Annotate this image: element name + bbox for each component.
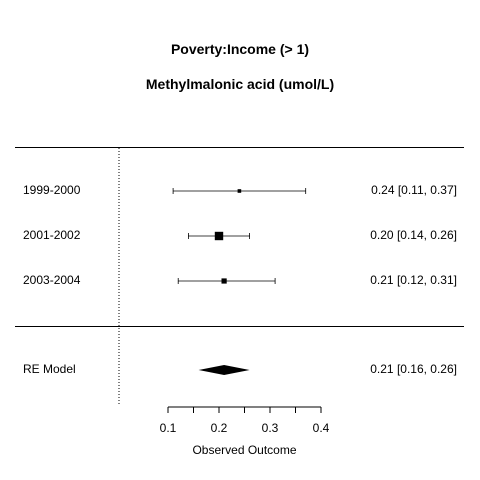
x-tick-label: 0.2 <box>211 421 228 435</box>
x-tick-label: 0.4 <box>313 421 330 435</box>
summary-label: RE Model <box>23 362 76 376</box>
study-label: 2003-2004 <box>23 273 81 287</box>
study-estimate-text: 0.21 [0.12, 0.31] <box>370 273 457 287</box>
study-label: 1999-2000 <box>23 183 81 197</box>
chart-title: Poverty:Income (> 1) <box>170 41 310 57</box>
point-estimate <box>214 231 224 241</box>
point-estimate <box>237 189 242 193</box>
chart-subtitle: Methylmalonic acid (umol/L) <box>145 76 335 92</box>
study-estimate-text: 0.20 [0.14, 0.26] <box>370 228 457 242</box>
point-estimate <box>221 278 227 284</box>
summary-estimate-text: 0.21 [0.16, 0.26] <box>370 362 457 376</box>
x-axis-title: Observed Outcome <box>192 443 296 457</box>
study-estimate-text: 0.24 [0.11, 0.37] <box>371 183 457 197</box>
x-tick-label: 0.3 <box>262 421 279 435</box>
study-label: 2001-2002 <box>23 228 81 242</box>
summary-diamond <box>198 365 250 375</box>
x-tick-label: 0.1 <box>160 421 177 435</box>
